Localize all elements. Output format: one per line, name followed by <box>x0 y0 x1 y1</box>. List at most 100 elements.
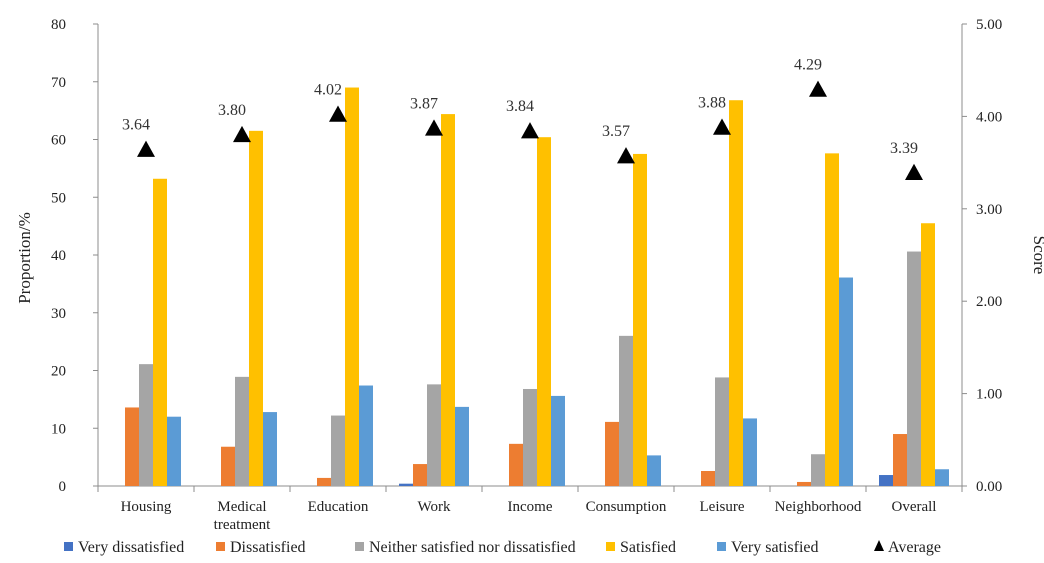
bar-very-satisfied <box>167 416 181 486</box>
x-category-label: Medical treatment <box>214 499 271 533</box>
average-marker <box>425 119 443 136</box>
x-category-label-line: Medical <box>217 499 266 515</box>
y-tick-label: 80 <box>51 17 66 33</box>
y2-tick-label: 1.00 <box>976 387 1002 403</box>
bar-satisfied <box>825 153 839 487</box>
bar-neither-satisfied-nor-dissatisfied <box>715 377 729 486</box>
y-tick-label: 50 <box>51 190 66 206</box>
bar-dissatisfied <box>317 477 331 486</box>
y-tick-label: 30 <box>51 306 66 322</box>
average-marker <box>809 80 827 97</box>
y2-tick-label: 4.00 <box>976 109 1002 125</box>
legend-swatch <box>64 542 73 551</box>
legend-swatch <box>606 542 615 551</box>
bar-satisfied <box>537 137 551 486</box>
average-data-label: 3.39 <box>890 140 918 157</box>
average-marker <box>233 125 251 143</box>
bar-satisfied <box>153 178 167 486</box>
y-tick-label: 70 <box>51 75 66 91</box>
y2-tick-label: 2.00 <box>976 294 1002 310</box>
average-data-label: 3.64 <box>122 117 150 134</box>
bar-satisfied <box>249 130 263 486</box>
x-category-label: Consumption <box>586 499 667 515</box>
bar-neither-satisfied-nor-dissatisfied <box>331 415 345 486</box>
y-tick-label: 10 <box>51 421 66 437</box>
x-category-label: Leisure <box>700 499 745 515</box>
bar-dissatisfied <box>797 481 811 486</box>
bar-dissatisfied <box>413 464 427 486</box>
bar-satisfied <box>633 153 647 486</box>
bar-satisfied <box>921 223 935 487</box>
bar-very-satisfied <box>935 469 949 486</box>
bar-satisfied <box>345 87 359 487</box>
bar-very-satisfied <box>839 277 853 486</box>
bar-neither-satisfied-nor-dissatisfied <box>235 376 249 486</box>
average-marker <box>905 163 923 180</box>
average-marker <box>521 122 539 139</box>
bar-very-satisfied <box>359 385 373 486</box>
bar-dissatisfied <box>893 434 907 486</box>
y-tick-label: 60 <box>51 133 66 149</box>
average-data-label: 4.29 <box>794 57 822 74</box>
y2-tick-label: 0.00 <box>976 479 1002 495</box>
x-category-label: Work <box>418 499 451 515</box>
legend-label: Average <box>888 539 941 556</box>
x-category-label: Income <box>508 499 553 515</box>
y2-tick-label: 5.00 <box>976 17 1002 33</box>
bar-satisfied <box>441 114 455 486</box>
bar-neither-satisfied-nor-dissatisfied <box>139 364 153 486</box>
bar-neither-satisfied-nor-dissatisfied <box>619 335 633 486</box>
bar-very-satisfied <box>551 395 565 486</box>
average-data-label: 3.80 <box>218 102 246 119</box>
bar-neither-satisfied-nor-dissatisfied <box>907 251 921 486</box>
average-marker <box>713 118 731 135</box>
legend-label: Very dissatisfied <box>78 539 184 556</box>
x-category-label-line: Leisure <box>700 499 745 515</box>
bar-neither-satisfied-nor-dissatisfied <box>523 388 537 486</box>
y-tick-label: 20 <box>51 364 66 380</box>
legend-label: Satisfied <box>620 539 676 556</box>
x-category-label-line: Overall <box>892 499 937 515</box>
x-category-label: Housing <box>121 499 172 515</box>
x-category-label-line: Consumption <box>586 499 667 515</box>
bar-dissatisfied <box>221 446 235 486</box>
bar-very-dissatisfied <box>879 475 893 486</box>
legend-swatch <box>216 542 225 551</box>
y-tick-label: 0 <box>59 479 67 495</box>
bar-very-satisfied <box>263 412 277 486</box>
x-category-label-line: Income <box>508 499 553 515</box>
legend-label: Dissatisfied <box>230 539 306 556</box>
bar-dissatisfied <box>605 421 619 486</box>
average-data-label: 3.87 <box>410 95 438 112</box>
legend-swatch <box>874 540 884 551</box>
bar-neither-satisfied-nor-dissatisfied <box>427 384 441 486</box>
legend-swatch <box>355 542 364 551</box>
legend-label: Very satisfied <box>731 539 819 556</box>
y-tick-label: 40 <box>51 248 66 264</box>
legend-label: Neither satisfied nor dissatisfied <box>369 539 576 556</box>
bar-dissatisfied <box>125 407 139 486</box>
bar-very-satisfied <box>455 406 469 486</box>
x-category-label: Overall <box>892 499 937 515</box>
bar-dissatisfied <box>701 470 715 486</box>
average-marker <box>137 140 155 157</box>
legend-swatch <box>717 542 726 551</box>
bar-very-satisfied <box>647 455 661 486</box>
average-data-label: 4.02 <box>314 82 342 99</box>
y-axis-title: Proportion/% <box>15 212 34 304</box>
x-category-label-line: treatment <box>214 517 271 533</box>
average-data-label: 3.57 <box>602 123 630 140</box>
bar-dissatisfied <box>509 443 523 486</box>
average-marker <box>329 105 347 122</box>
y2-tick-label: 3.00 <box>976 202 1002 218</box>
x-category-label: Neighborhood <box>775 499 862 515</box>
x-category-label-line: Education <box>308 499 369 515</box>
average-marker <box>617 147 635 164</box>
y2-axis-title: Score <box>1030 236 1044 275</box>
x-category-label-line: Housing <box>121 499 172 515</box>
bar-neither-satisfied-nor-dissatisfied <box>811 454 825 486</box>
x-category-label: Education <box>308 499 369 515</box>
bar-satisfied <box>729 100 743 486</box>
